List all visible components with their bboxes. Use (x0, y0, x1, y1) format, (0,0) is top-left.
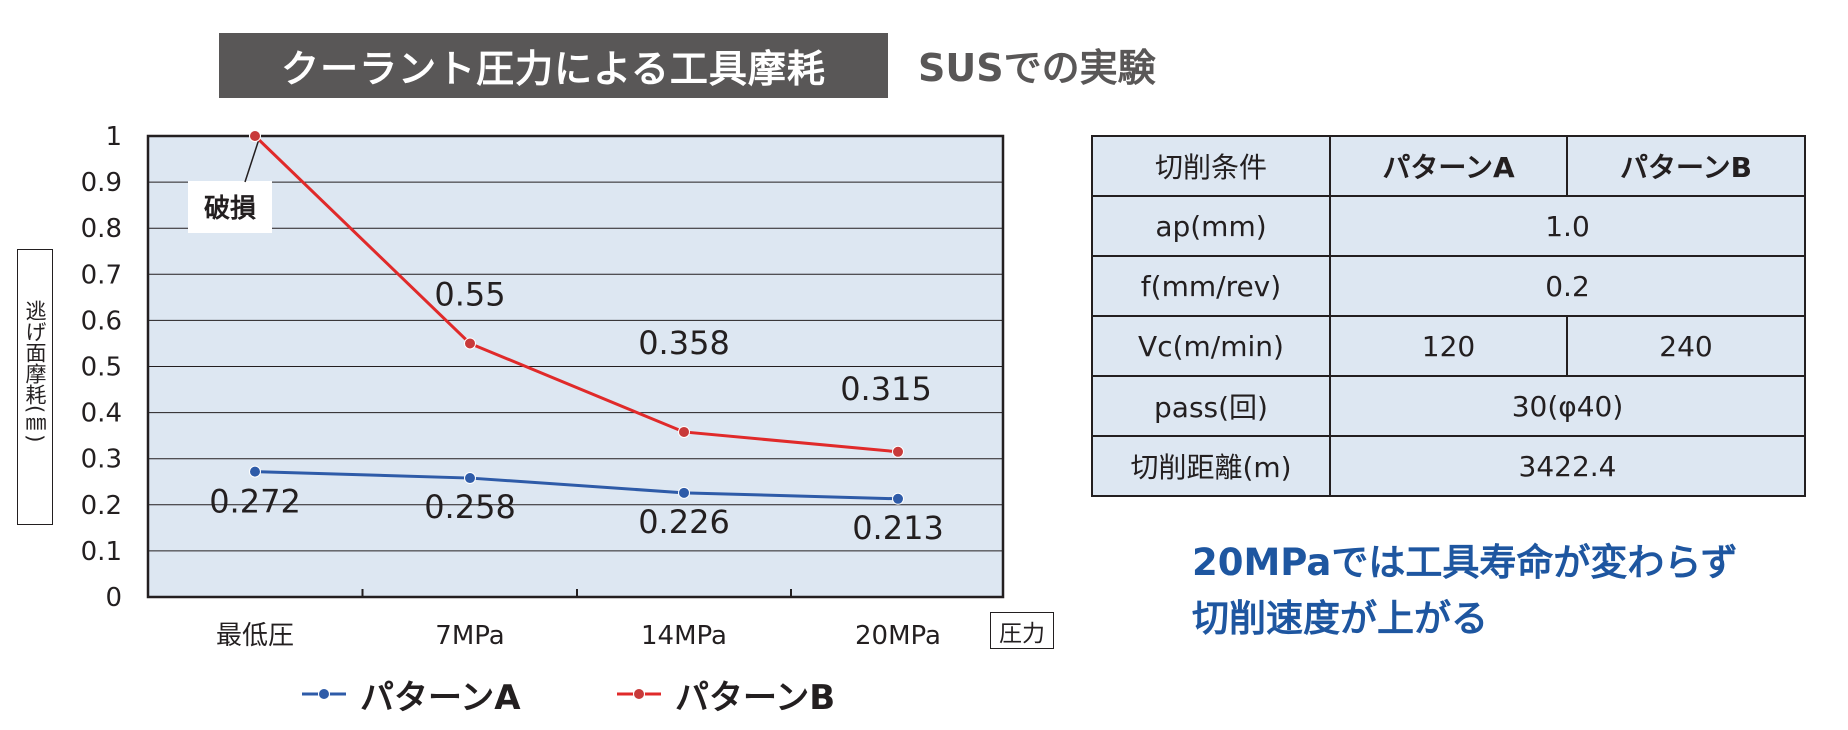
data-label: 0.55 (434, 275, 505, 313)
data-point (464, 337, 476, 350)
y-tick-label: 0.3 (81, 445, 122, 475)
row-label: Vc(m/min) (1091, 315, 1331, 377)
x-tick-label: 最低圧 (216, 621, 294, 651)
table-cell: 1.0 (1329, 195, 1806, 257)
data-point (678, 425, 690, 438)
y-tick-label: 0.7 (81, 260, 122, 290)
y-tick-label: 1 (105, 122, 122, 152)
chart-subtitle: SUSでの実験 (918, 46, 1156, 90)
conclusion-note: 20MPaでは工具寿命が変わらず 切削速度が上がる (1192, 535, 1738, 647)
table-row: ap(mm) 1.0 (1091, 195, 1806, 257)
chart-title: クーラント圧力による工具摩耗 (219, 33, 888, 98)
y-axis-label-box: 逃げ面摩耗(㎜) (17, 249, 53, 525)
table-row: pass(回) 30(φ40) (1091, 375, 1806, 437)
data-point (892, 492, 904, 505)
y-tick-label: 0.8 (81, 214, 122, 244)
table-row: 切削距離(m) 3422.4 (1091, 435, 1806, 497)
y-tick-label: 0.5 (81, 353, 122, 383)
data-point (892, 445, 904, 458)
series-line (254, 470, 899, 501)
y-tick-label: 0 (105, 583, 122, 613)
data-point (464, 472, 476, 485)
y-tick-label: 0.4 (81, 399, 122, 429)
x-tick-label: 7MPa (435, 621, 504, 651)
table-cell: 30(φ40) (1329, 375, 1806, 437)
legend-marker-pattern-a (302, 688, 346, 700)
row-label: 切削距離(m) (1091, 435, 1331, 497)
row-label: pass(回) (1091, 375, 1331, 437)
data-point (249, 465, 261, 478)
table-header-cell: 切削条件 (1091, 135, 1331, 197)
data-label: 0.258 (424, 488, 516, 526)
legend-item-pattern-a: パターンA (302, 672, 521, 718)
conclusion-line-2: 切削速度が上がる (1192, 597, 1488, 640)
conclusion-line-1: 20MPaでは工具寿命が変わらず (1192, 541, 1738, 584)
y-tick-label: 0.1 (81, 537, 122, 567)
data-point (249, 130, 261, 142)
table-cell: 240 (1566, 315, 1806, 377)
data-label: 0.358 (638, 324, 730, 362)
annotation-label: 破損 (204, 194, 256, 224)
legend-marker-pattern-b (617, 688, 661, 700)
data-point (678, 486, 690, 499)
annotation-leader (244, 135, 261, 183)
table-header-cell: パターンA (1329, 135, 1568, 197)
table-cell: 0.2 (1329, 255, 1806, 317)
data-label: 0.272 (209, 483, 301, 521)
y-tick-label: 0.6 (81, 306, 122, 336)
row-label: ap(mm) (1091, 195, 1331, 257)
legend-item-pattern-b: パターンB (617, 672, 836, 718)
y-axis-label: 逃げ面摩耗(㎜) (23, 300, 48, 443)
x-tick-label: 20MPa (855, 621, 941, 651)
table-cell: 120 (1329, 315, 1568, 377)
y-tick-label: 0.2 (81, 491, 122, 521)
y-tick-label: 0.9 (81, 168, 122, 198)
data-label: 0.226 (638, 503, 730, 541)
legend-label-pattern-a: パターンA (360, 677, 521, 718)
data-label: 0.213 (852, 509, 944, 547)
x-tick-label: 14MPa (641, 621, 727, 651)
table-cell: 3422.4 (1329, 435, 1806, 497)
row-label: f(mm/rev) (1091, 255, 1331, 317)
annotation-box (188, 181, 272, 233)
table-header-cell: パターンB (1566, 135, 1806, 197)
data-label: 0.315 (840, 370, 932, 408)
x-axis-label: 圧力 (990, 612, 1054, 649)
table-row: f(mm/rev) 0.2 (1091, 255, 1806, 317)
cutting-conditions-table: 切削条件 パターンA パターンB ap(mm) 1.0 f(mm/rev) 0.… (1091, 135, 1806, 497)
plot-frame (146, 134, 1005, 599)
legend-label-pattern-b: パターンB (675, 677, 836, 718)
table-header-row: 切削条件 パターンA パターンB (1091, 135, 1806, 197)
series-line (253, 134, 899, 454)
table-row: Vc(m/min) 120 240 (1091, 315, 1806, 377)
